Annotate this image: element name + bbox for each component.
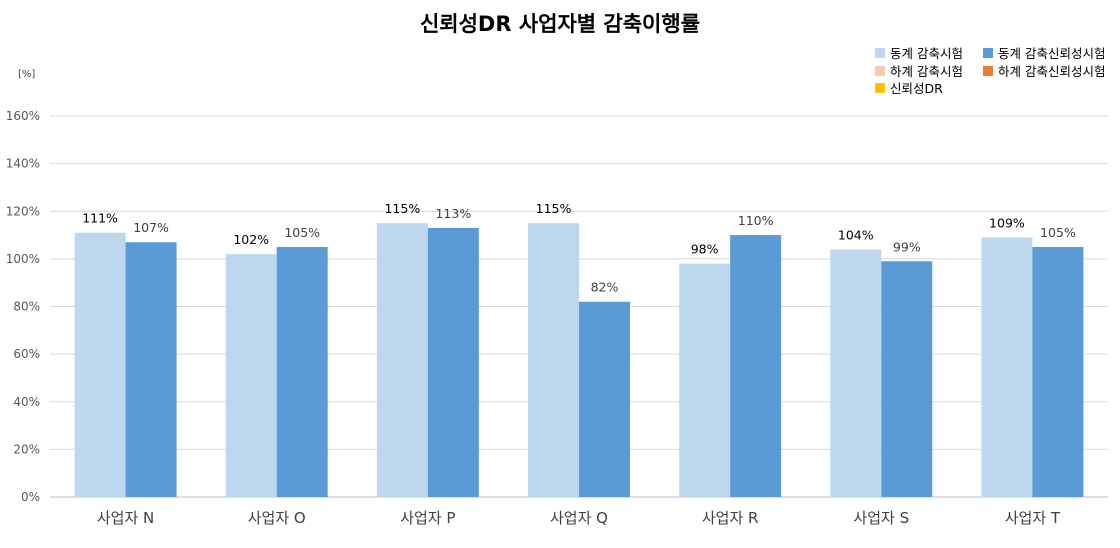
data-label: 104% (838, 227, 874, 242)
legend-label: 동계 감축시험 (890, 46, 963, 61)
data-label: 98% (691, 242, 719, 257)
data-labels: 111% 107% 102% 105% 115% 113% 115% 82% 98% 110% 10… (82, 201, 1076, 295)
legend-swatch (875, 66, 885, 76)
chart-title: 신뢰성DR 사업자별 감축이행률 (420, 12, 700, 36)
data-label: 109% (989, 215, 1025, 230)
legend-swatch (875, 83, 885, 93)
bar (830, 249, 882, 497)
data-label: 111% (82, 211, 118, 226)
legend-label: 하계 감축신뢰성시험 (998, 64, 1105, 79)
bar (881, 261, 933, 497)
legend-swatch (983, 66, 993, 76)
legend-label: 하계 감축시험 (890, 64, 963, 79)
bar (427, 227, 479, 497)
data-label: 82% (591, 280, 619, 295)
data-label: 107% (133, 220, 169, 235)
data-label: 113% (435, 206, 471, 221)
bar (679, 263, 731, 497)
bars (74, 223, 1084, 497)
bar (579, 301, 630, 497)
x-category-label: 사업자 T (1005, 509, 1061, 527)
y-tick-label: 40% (13, 395, 40, 409)
data-label: 102% (233, 232, 269, 247)
bar (376, 223, 428, 497)
x-category-label: 사업자 N (97, 509, 154, 527)
y-tick-label: 0% (21, 490, 40, 504)
bar (1032, 246, 1084, 497)
x-category-label: 사업자 P (400, 509, 455, 527)
x-axis-categories: 사업자 N 사업자 O 사업자 P 사업자 Q 사업자 R 사업자 S 사업자 T (97, 509, 1061, 527)
x-category-label: 사업자 R (702, 509, 759, 527)
bar (276, 246, 328, 497)
y-unit-label: [%] (18, 69, 35, 80)
legend-swatch (875, 48, 885, 58)
y-tick-label: 100% (6, 252, 40, 266)
y-axis-ticks: 0% 20% 40% 60% 80% 100% 120% 140% 160% (6, 109, 40, 504)
legend-label: 동계 감축신뢰성시험 (998, 46, 1105, 61)
y-tick-label: 160% (6, 109, 40, 123)
y-tick-label: 120% (6, 204, 40, 218)
data-label: 115% (536, 201, 572, 216)
bar (730, 235, 782, 497)
y-tick-label: 80% (13, 300, 40, 314)
y-tick-label: 140% (6, 157, 40, 171)
legend-swatch (983, 48, 993, 58)
data-label: 105% (284, 225, 320, 240)
legend-label: 신뢰성DR (890, 81, 943, 96)
data-label: 99% (893, 239, 921, 254)
x-category-label: 사업자 S (853, 509, 909, 527)
x-category-label: 사업자 O (248, 509, 306, 527)
data-label: 105% (1040, 225, 1076, 240)
bar (74, 232, 126, 497)
bar (225, 254, 277, 497)
bar (125, 242, 177, 497)
bar (981, 237, 1033, 497)
data-label: 110% (738, 213, 774, 228)
bar (528, 223, 579, 497)
y-tick-label: 20% (13, 442, 40, 456)
data-label: 115% (384, 201, 420, 216)
y-tick-label: 60% (13, 347, 40, 361)
x-category-label: 사업자 Q (550, 509, 608, 527)
